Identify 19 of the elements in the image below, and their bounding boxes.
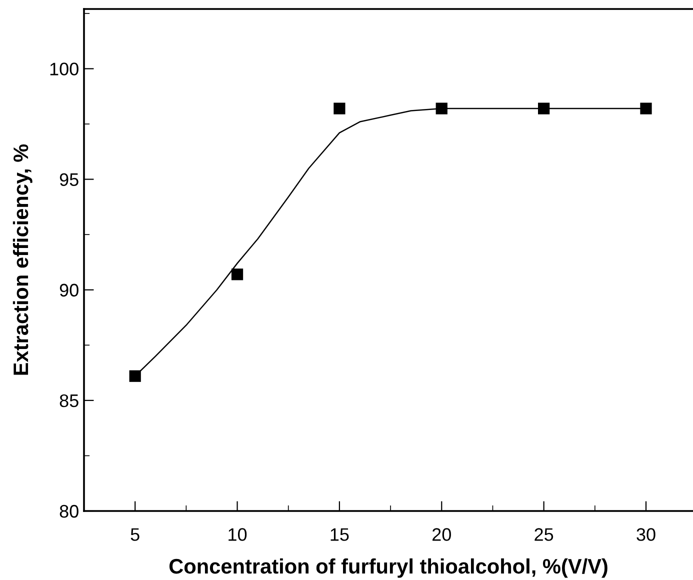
x-tick-label: 30: [636, 528, 656, 541]
x-tick-label: 5: [130, 528, 140, 541]
y-axis-title: Extraction efficiency, %: [12, 144, 32, 375]
x-axis-title: Concentration of furfuryl thioalcohol, %(V/V): [169, 558, 608, 578]
y-tick-label: 80: [60, 504, 78, 518]
x-tick-label: 10: [228, 528, 247, 541]
point: [538, 102, 550, 114]
point: [640, 102, 652, 114]
x-tick-label: 25: [534, 528, 554, 541]
point: [231, 268, 244, 280]
y-tick-label: 85: [60, 394, 78, 408]
y-tick-label: 90: [60, 284, 78, 297]
point: [334, 102, 346, 114]
y-tick-label: 95: [60, 173, 78, 186]
point: [436, 102, 448, 114]
point: [129, 370, 141, 382]
y-tick-label: 100: [50, 62, 78, 76]
x-tick-label: 15: [330, 528, 349, 541]
x-tick-label: 20: [432, 528, 451, 541]
